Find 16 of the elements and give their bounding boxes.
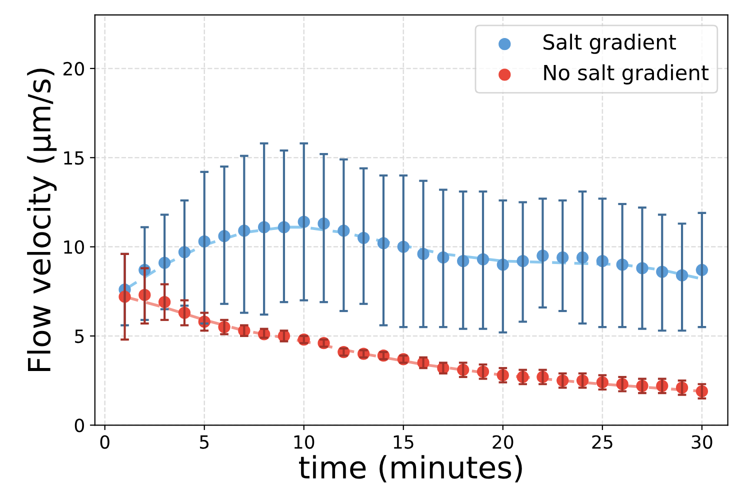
x-tick-label: 0 [100, 435, 110, 449]
x-tick-label: 20 [492, 435, 514, 449]
y-tick-label: 20 [64, 62, 84, 76]
y-tick-label: 5 [75, 330, 84, 344]
x-tick-label: 10 [294, 435, 314, 449]
x-tick-label: 30 [692, 435, 712, 449]
x-tick-label: 25 [592, 435, 612, 449]
y-tick-label: 15 [64, 151, 84, 165]
x-tick-label: 5 [200, 435, 209, 449]
x-axis-title: time (minutes) [299, 455, 522, 482]
y-tick-label: 10 [64, 240, 84, 254]
legend-label: No salt gradient [544, 64, 709, 84]
x-tick-label: 15 [394, 435, 414, 449]
legend-label: Salt gradient [544, 34, 676, 54]
y-tick-label: 0 [74, 418, 84, 432]
y-axis-title: Flow velocity (µm/s) [27, 68, 57, 371]
